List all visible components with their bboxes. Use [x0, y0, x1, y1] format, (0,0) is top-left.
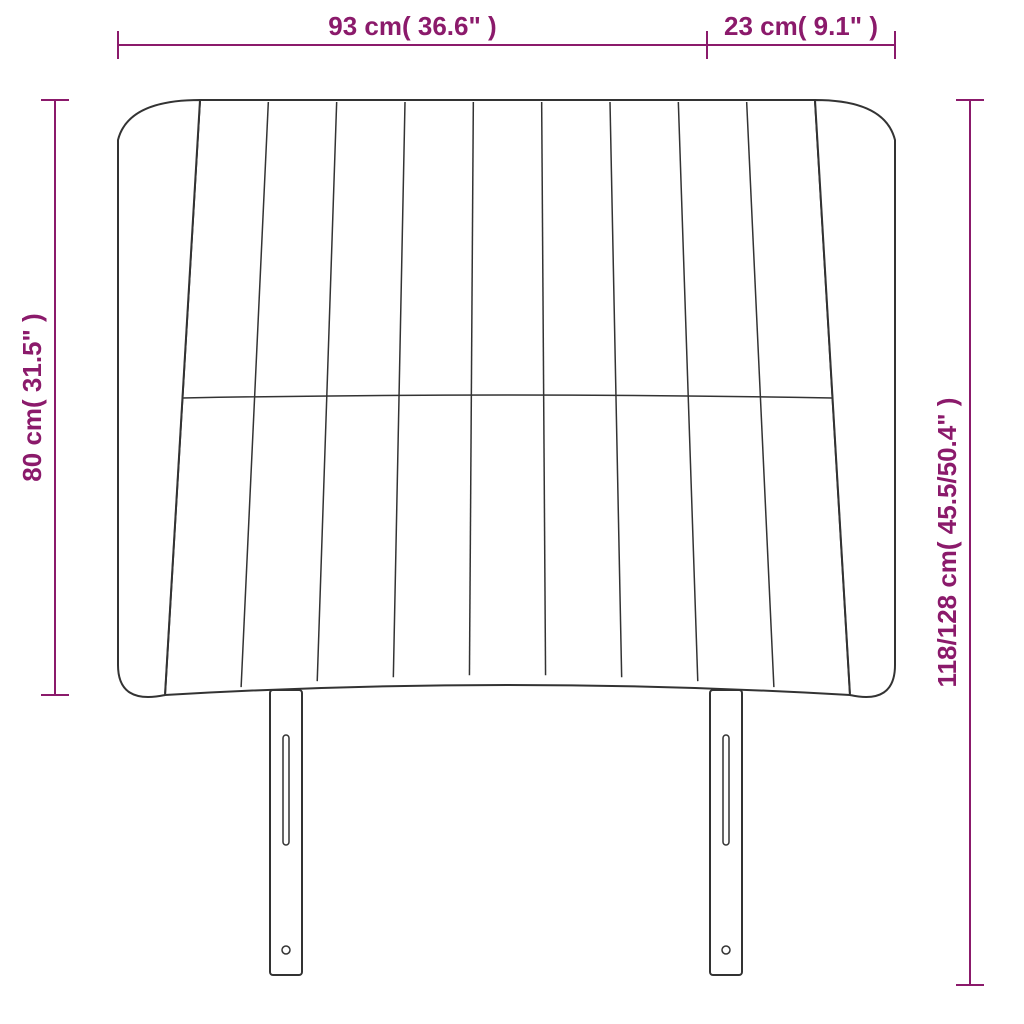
dim-label-total-height: 118/128 cm( 45.5/50.4" ): [932, 398, 962, 688]
dim-label-width: 93 cm( 36.6" ): [328, 11, 496, 41]
dim-label-panel-height: 80 cm( 31.5" ): [17, 313, 47, 481]
dimension-diagram: 93 cm( 36.6" ) 23 cm( 9.1" ) 80 cm( 31.5" …: [0, 0, 1024, 1024]
headboard-panel: [165, 100, 850, 695]
headboard-leg: [270, 690, 302, 975]
dim-label-depth: 23 cm( 9.1" ): [724, 11, 878, 41]
headboard-leg: [710, 690, 742, 975]
